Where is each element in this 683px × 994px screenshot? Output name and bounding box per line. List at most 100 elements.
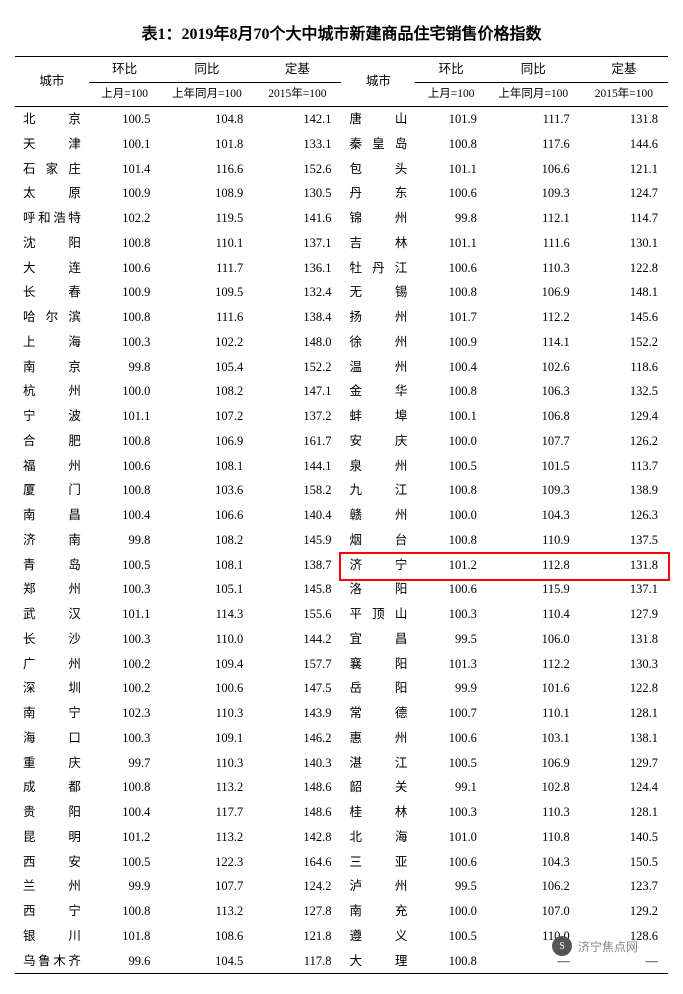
mom-cell: 100.6 (415, 577, 486, 602)
mom-cell: 101.0 (415, 825, 486, 850)
mom-cell: 100.3 (415, 602, 486, 627)
base-cell: 157.7 (253, 652, 341, 677)
table-row: 武 汉101.1114.3155.6平顶山100.3110.4127.9 (15, 602, 668, 627)
base-cell: 161.7 (253, 429, 341, 454)
yoy-cell: 106.9 (487, 751, 580, 776)
yoy-cell: 111.6 (160, 305, 253, 330)
base-cell: 121.1 (580, 157, 668, 182)
base-cell: 123.7 (580, 874, 668, 899)
city-cell: 泸 州 (341, 874, 415, 899)
base-cell: 121.8 (253, 924, 341, 949)
yoy-cell: 106.3 (487, 379, 580, 404)
city-cell: 青 岛 (15, 553, 89, 578)
base-cell: 137.2 (253, 404, 341, 429)
yoy-cell: 102.8 (487, 775, 580, 800)
city-cell: 上 海 (15, 330, 89, 355)
hdr-base-left: 定基 (253, 57, 341, 83)
table-row: 上 海100.3102.2148.0徐 州100.9114.1152.2 (15, 330, 668, 355)
yoy-cell: 112.1 (487, 206, 580, 231)
table-row: 昆 明101.2113.2142.8北 海101.0110.8140.5 (15, 825, 668, 850)
table-row: 沈 阳100.8110.1137.1吉 林101.1111.6130.1 (15, 231, 668, 256)
table-row: 长 沙100.3110.0144.2宜 昌99.5106.0131.8 (15, 627, 668, 652)
city-cell: 郑 州 (15, 577, 89, 602)
base-cell: 148.0 (253, 330, 341, 355)
yoy-cell: 112.2 (487, 305, 580, 330)
mom-cell: 99.5 (415, 627, 486, 652)
yoy-cell: 107.2 (160, 404, 253, 429)
yoy-cell: 105.4 (160, 355, 253, 380)
price-index-table: 表1：2019年8月70个大中城市新建商品住宅销售价格指数 城市 环比 同比 定… (15, 20, 668, 974)
base-cell: 147.5 (253, 676, 341, 701)
base-cell: 137.1 (253, 231, 341, 256)
mom-cell: 100.6 (415, 726, 486, 751)
yoy-cell: 116.6 (160, 157, 253, 182)
yoy-cell: 106.9 (160, 429, 253, 454)
mom-cell: 100.8 (89, 231, 160, 256)
base-cell: 138.1 (580, 726, 668, 751)
city-cell: 金 华 (341, 379, 415, 404)
yoy-cell: 104.8 (160, 107, 253, 132)
yoy-cell: 106.8 (487, 404, 580, 429)
mom-cell: 101.7 (415, 305, 486, 330)
yoy-cell: 110.3 (160, 701, 253, 726)
mom-cell: 100.5 (89, 107, 160, 132)
mom-cell: 99.6 (89, 949, 160, 974)
base-cell: 145.9 (253, 528, 341, 553)
table-row: 宁 波101.1107.2137.2蚌 埠100.1106.8129.4 (15, 404, 668, 429)
city-cell: 广 州 (15, 652, 89, 677)
base-cell: 152.2 (580, 330, 668, 355)
city-cell: 银 川 (15, 924, 89, 949)
city-cell: 安 庆 (341, 429, 415, 454)
city-cell: 三 亚 (341, 850, 415, 875)
city-cell: 厦 门 (15, 478, 89, 503)
mom-cell: 100.5 (415, 751, 486, 776)
table-row: 郑 州100.3105.1145.8洛 阳100.6115.9137.1 (15, 577, 668, 602)
mom-cell: 100.9 (415, 330, 486, 355)
city-cell: 宜 昌 (341, 627, 415, 652)
mom-cell: 100.8 (89, 478, 160, 503)
mom-cell: 100.1 (415, 404, 486, 429)
table-row: 杭 州100.0108.2147.1金 华100.8106.3132.5 (15, 379, 668, 404)
mom-cell: 100.3 (89, 330, 160, 355)
mom-cell: 100.6 (415, 256, 486, 281)
city-cell: 大 理 (341, 949, 415, 974)
yoy-cell: 110.0 (160, 627, 253, 652)
yoy-cell: 112.2 (487, 652, 580, 677)
city-cell: 平顶山 (341, 602, 415, 627)
yoy-cell: 108.9 (160, 181, 253, 206)
base-cell: 129.7 (580, 751, 668, 776)
base-cell: 138.9 (580, 478, 668, 503)
table-row: 西 宁100.8113.2127.8南 充100.0107.0129.2 (15, 899, 668, 924)
yoy-cell: 111.7 (487, 107, 580, 132)
base-cell: 132.5 (580, 379, 668, 404)
mom-cell: 100.9 (89, 280, 160, 305)
city-cell: 哈尔滨 (15, 305, 89, 330)
yoy-cell: 111.7 (160, 256, 253, 281)
base-cell: 131.8 (580, 627, 668, 652)
table-row: 海 口100.3109.1146.2惠 州100.6103.1138.1 (15, 726, 668, 751)
yoy-cell: 110.1 (487, 701, 580, 726)
city-cell: 岳 阳 (341, 676, 415, 701)
mom-cell: 99.1 (415, 775, 486, 800)
mom-cell: 100.5 (89, 553, 160, 578)
yoy-cell: 110.1 (160, 231, 253, 256)
base-cell: 164.6 (253, 850, 341, 875)
table-row: 厦 门100.8103.6158.2九 江100.8109.3138.9 (15, 478, 668, 503)
mom-cell: 100.3 (89, 726, 160, 751)
yoy-cell: 110.3 (487, 800, 580, 825)
table-row: 济 南99.8108.2145.9烟 台100.8110.9137.5 (15, 528, 668, 553)
hdr-base-sub-left: 2015年=100 (253, 82, 341, 106)
base-cell: 148.6 (253, 775, 341, 800)
hdr-mom-left: 环比 (89, 57, 160, 83)
hdr-yoy-sub-right: 上年同月=100 (487, 82, 580, 106)
yoy-cell: 106.6 (160, 503, 253, 528)
yoy-cell: 110.9 (487, 528, 580, 553)
city-cell: 兰 州 (15, 874, 89, 899)
table-row: 贵 阳100.4117.7148.6桂 林100.3110.3128.1 (15, 800, 668, 825)
base-cell: 141.6 (253, 206, 341, 231)
mom-cell: 100.5 (415, 924, 486, 949)
yoy-cell: 115.9 (487, 577, 580, 602)
yoy-cell: 109.4 (160, 652, 253, 677)
mom-cell: 101.1 (415, 157, 486, 182)
yoy-cell: 109.5 (160, 280, 253, 305)
